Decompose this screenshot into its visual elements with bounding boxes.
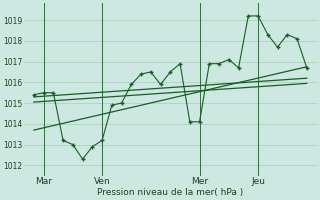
X-axis label: Pression niveau de la mer( hPa ): Pression niveau de la mer( hPa ) (97, 188, 244, 197)
